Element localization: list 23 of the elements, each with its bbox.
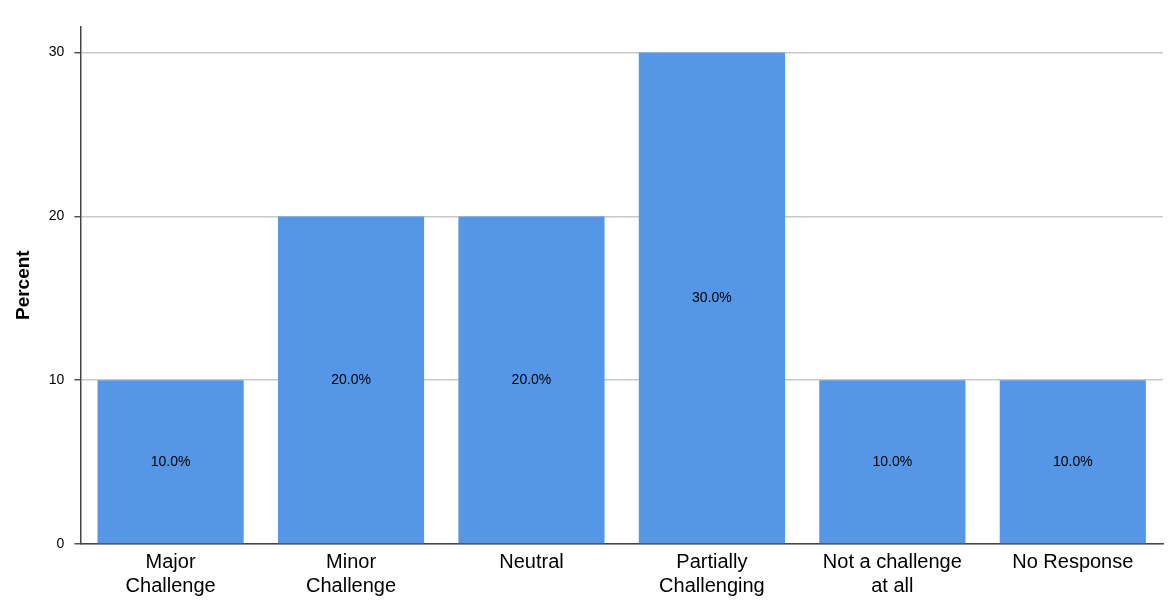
y-tick-label: 0: [56, 534, 65, 551]
bar: [97, 380, 244, 544]
bar: [458, 216, 605, 544]
bar: [638, 52, 785, 544]
bar: [819, 380, 966, 544]
x-tick-label: Minor Challenge: [305, 549, 397, 596]
x-tick-label: Neutral: [499, 549, 564, 572]
data-label: 20.0%: [511, 370, 552, 387]
data-label: 10.0%: [150, 452, 191, 469]
y-tick-label: 30: [48, 43, 65, 60]
y-tick-label: 20: [48, 207, 65, 224]
bar: [999, 380, 1146, 544]
data-label: 20.0%: [331, 370, 371, 387]
data-label: 10.0%: [1052, 452, 1093, 469]
x-tick-label: No Response: [1012, 549, 1134, 572]
data-label: 30.0%: [692, 288, 732, 305]
x-tick-label: Not a challenge at all: [822, 549, 962, 596]
data-label: 10.0%: [872, 452, 913, 469]
x-tick-label: Partially Challenging: [659, 549, 765, 596]
y-tick-label: 10: [48, 371, 65, 388]
x-tick-label: Major Challenge: [125, 549, 216, 596]
y-axis-title: Percent: [11, 249, 33, 321]
bar: [277, 216, 425, 544]
